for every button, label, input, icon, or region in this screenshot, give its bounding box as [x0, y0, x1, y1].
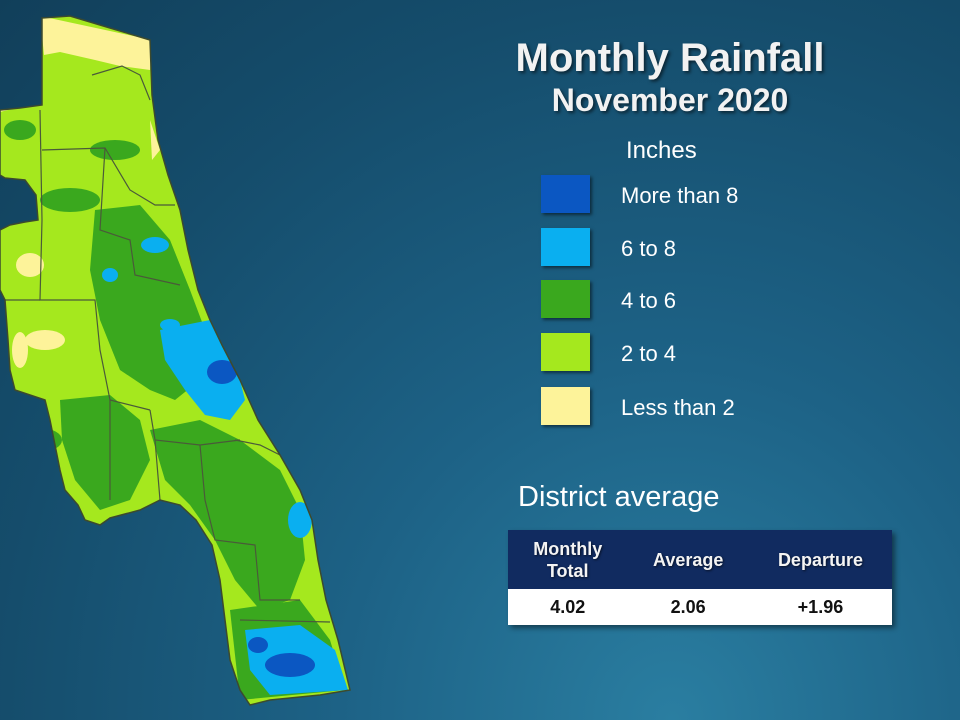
legend-label: Less than 2 [621, 395, 735, 420]
table-header-row: Monthly Total Average Departure [508, 530, 892, 589]
column-header-monthly-total: Monthly Total [508, 530, 628, 589]
district-average-table: Monthly Total Average Departure 4.02 2.0… [508, 530, 892, 625]
legend-swatch [541, 280, 590, 318]
column-header-average: Average [627, 530, 749, 589]
district-average-heading: District average [518, 481, 720, 513]
departure-value: +1.96 [748, 589, 892, 625]
legend-label: 2 to 4 [621, 341, 677, 366]
column-header-departure: Departure [748, 530, 892, 589]
legend-swatch [541, 228, 590, 266]
map-subtitle: November 2020 [551, 82, 789, 118]
column-header-label: Average [652, 549, 724, 570]
legend-units-label: Inches [626, 137, 697, 164]
map-title: Monthly Rainfall [515, 36, 825, 80]
legend-label: 4 to 6 [621, 288, 677, 313]
column-header-label: Monthly Total [533, 538, 603, 581]
column-header-label: Departure [777, 549, 863, 570]
monthly-total-value: 4.02 [508, 589, 628, 625]
legend-label: More than 8 [621, 183, 739, 208]
legend-label: 6 to 8 [621, 236, 677, 261]
legend-swatch [541, 333, 590, 371]
average-value: 2.06 [627, 589, 749, 625]
table-row: 4.02 2.06 +1.96 [508, 589, 892, 625]
legend-swatch [541, 387, 590, 425]
legend-swatch [541, 175, 590, 213]
